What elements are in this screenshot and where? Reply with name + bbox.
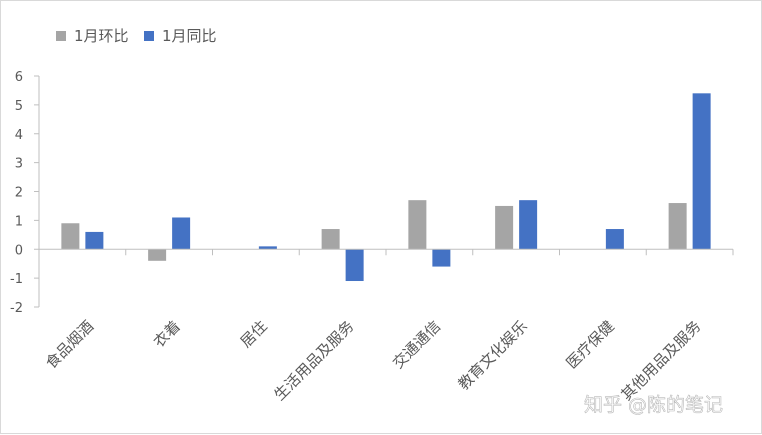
bar-yoy [85,231,104,250]
x-category-label: 医疗保健 [563,317,618,372]
bar-yoy [605,229,624,250]
bar-mom [148,249,167,261]
y-tick-label: 5 [15,99,23,114]
legend: 1月环比 1月同比 [56,27,217,45]
x-category-label: 衣着 [150,317,184,351]
bar-yoy [432,249,451,267]
legend-swatch-yoy [144,31,154,41]
y-tick-label: 6 [15,70,23,85]
y-tick-label: -2 [10,301,23,316]
x-category-label: 教育文化娱乐 [455,317,531,393]
x-category-label: 食品烟酒 [42,317,97,372]
bar-mom [495,205,514,250]
y-tick-label: 3 [15,157,23,172]
y-tick-label: 1 [15,214,23,229]
x-category-label: 生活用品及服务 [270,317,357,404]
x-category-label: 居住 [237,317,271,351]
y-axis: 6 5 4 3 2 1 0 -1 -2 [10,70,40,316]
y-tick-label: 2 [15,186,23,201]
watermark-text: 知乎 @陈的笔记 [584,394,723,416]
bar-yoy [258,246,277,250]
bar-mom [61,223,80,250]
bar-yoy [345,249,364,282]
x-category-label: 其他用品及服务 [617,317,704,404]
bar-mom [408,200,427,250]
bar-yoy [519,200,538,250]
x-category-label: 交通通信 [389,317,444,372]
y-tick-label: 4 [15,128,23,143]
bar-yoy [172,217,191,250]
x-axis: 食品烟酒 衣着 居住 生活用品及服务 交通通信 教育文化娱乐 医疗保健 其他用品及服务 [38,248,734,404]
y-tick-label: -1 [10,272,23,287]
y-tick-label: 0 [15,243,23,258]
legend-swatch-mom [56,31,66,41]
bar-yoy [692,93,711,250]
bar-mom [668,203,687,250]
legend-label-yoy: 1月同比 [162,27,217,45]
bars-group [61,93,711,282]
legend-label-mom: 1月环比 [74,27,129,45]
bar-mom [321,229,340,250]
